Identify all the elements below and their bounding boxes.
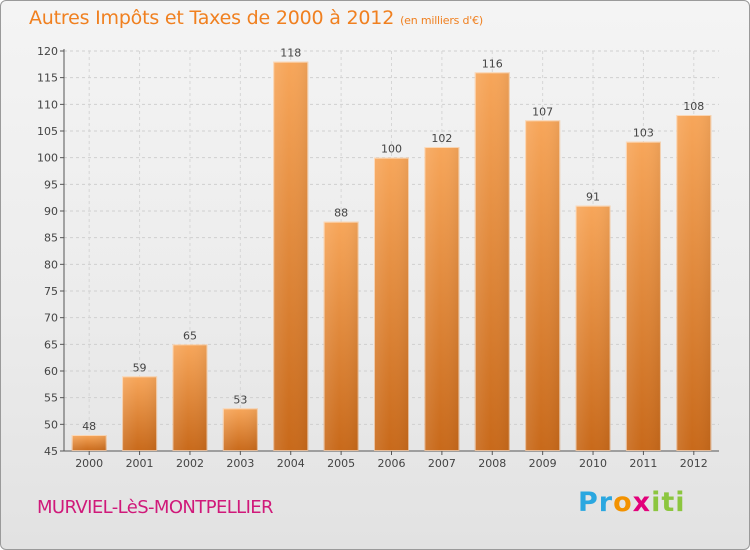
x-tick-label: 2002 [176,457,204,470]
bar-edge [625,141,661,452]
bar-2012 [676,115,712,451]
y-tick-label: 110 [37,98,58,111]
bar-2010 [575,205,611,451]
bar-value-label: 108 [683,100,704,113]
y-tick-label: 50 [44,418,58,431]
bar-value-label: 59 [133,361,147,374]
bar-edge [676,115,712,451]
y-tick-label: 80 [44,258,58,271]
bar-value-label: 118 [280,47,301,60]
bar-2001 [122,376,158,452]
x-tick-label: 2007 [428,457,456,470]
chart-title-text: Autres Impôts et Taxes de 2000 à 2012 [29,7,395,29]
location-name: MURVIEL-LèS-MONTPELLIER [37,497,274,518]
bar-shine [172,344,208,451]
y-tick-label: 65 [44,338,58,351]
bar-shine [71,435,107,451]
logo-part-4: iti [651,487,686,518]
x-tick-label: 2004 [277,457,305,470]
bar-shine [122,376,158,451]
chart-title: Autres Impôts et Taxes de 2000 à 2012 (en… [29,7,483,29]
bar-2004 [273,61,309,452]
y-tick-label: 45 [44,445,58,458]
bar-value-label: 88 [334,207,348,220]
bar-shine [222,408,258,451]
x-tick-label: 2001 [126,457,154,470]
bar-value-label: 65 [183,329,197,342]
y-tick-label: 95 [44,178,58,191]
y-tick-label: 60 [44,365,58,378]
x-tick-label: 2003 [226,457,254,470]
bar-edge [424,147,460,451]
bar-shine [625,141,661,451]
bar-2002 [172,344,208,452]
bar-2008 [474,72,510,451]
bar-shine [575,205,611,451]
y-tick-label: 115 [37,72,58,85]
y-tick-label: 55 [44,392,58,405]
bar-shine [323,221,359,451]
x-tick-label: 2006 [378,457,406,470]
x-tick-label: 2005 [327,457,355,470]
bar-value-label: 53 [233,393,247,406]
bar-2003 [222,408,258,452]
bar-shine [273,61,309,452]
bar-shine [374,157,409,451]
y-tick-label: 120 [37,45,58,58]
bar-2007 [424,147,460,451]
y-tick-label: 105 [37,125,58,138]
y-tick-label: 90 [44,205,58,218]
bar-value-label: 48 [82,420,96,433]
bar-value-label: 107 [532,105,553,118]
bar-edge [222,408,258,452]
y-tick-label: 70 [44,312,58,325]
logo-part-1: Pr [578,487,614,518]
bar-2005 [323,221,359,451]
bar-2009 [525,120,561,451]
bar-edge [575,205,611,451]
bar-edge [374,157,409,452]
bar-value-label: 91 [586,191,600,204]
chart-unit: (en milliers d'€) [400,14,483,27]
y-tick-label: 100 [37,152,58,165]
bar-edge [525,120,561,451]
x-tick-label: 2000 [75,457,103,470]
bar-2011 [625,141,661,452]
bar-2006 [374,157,409,452]
x-tick-label: 2009 [529,457,557,470]
bar-edge [474,72,510,451]
proxiti-logo: Proxiti [578,487,686,518]
x-tick-label: 2010 [579,457,607,470]
bar-edge [71,435,107,451]
x-tick-label: 2008 [478,457,506,470]
bar-value-label: 102 [431,132,452,145]
x-tick-label: 2012 [680,457,708,470]
bar-value-label: 116 [482,57,503,70]
bar-value-label: 100 [381,143,402,156]
bar-value-label: 103 [633,127,654,140]
y-tick-label: 75 [44,285,58,298]
logo-part-2: o [613,487,633,518]
bar-edge [172,344,208,452]
bar-edge [273,61,309,452]
bar-shine [525,120,561,451]
bar-2000 [71,435,107,451]
bar-shine [676,115,712,451]
y-tick-label: 85 [44,232,58,245]
bar-edge [122,376,158,452]
bar-edge [323,221,359,451]
bar-shine [424,147,460,451]
x-tick-label: 2011 [629,457,657,470]
logo-part-3: x [632,487,652,518]
bar-shine [474,72,510,451]
